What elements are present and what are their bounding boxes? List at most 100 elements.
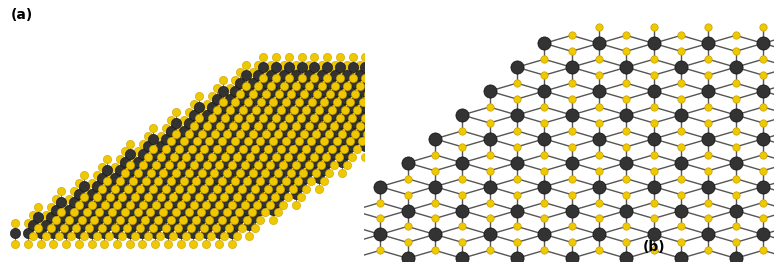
Point (91, 223, 103, 227)
Point (374, 200, 386, 205)
Point (221, 171, 233, 175)
Point (511, 97, 523, 101)
Point (356, 78, 368, 83)
Point (259, 189, 271, 193)
Point (303, 123, 315, 128)
Point (149, 203, 162, 207)
Point (262, 176, 274, 180)
Point (295, 195, 307, 199)
Point (429, 248, 441, 253)
Point (252, 84, 265, 88)
Point (675, 177, 687, 181)
Point (167, 184, 180, 188)
Point (104, 184, 116, 188)
Point (257, 134, 269, 138)
Point (157, 160, 170, 164)
Point (484, 184, 496, 189)
Point (226, 123, 238, 128)
Point (405, 102, 417, 106)
Point (213, 181, 225, 185)
Point (405, 63, 417, 67)
Point (593, 184, 605, 189)
Point (347, 54, 359, 59)
Point (361, 70, 374, 75)
Point (226, 181, 238, 185)
Point (274, 187, 286, 191)
Point (78, 195, 91, 199)
Point (310, 70, 323, 75)
Point (178, 139, 190, 144)
Point (122, 165, 134, 169)
Point (269, 195, 282, 199)
Point (241, 89, 254, 93)
Point (214, 141, 226, 146)
Point (57, 226, 70, 230)
Point (116, 223, 128, 227)
Point (456, 63, 468, 67)
Point (310, 81, 323, 85)
Point (410, 76, 423, 80)
Point (259, 81, 272, 85)
Point (397, 116, 409, 120)
Point (423, 76, 435, 80)
Point (91, 234, 103, 238)
Point (409, 105, 422, 109)
Point (269, 116, 282, 120)
Point (333, 134, 345, 138)
Point (175, 163, 187, 167)
Point (111, 203, 124, 207)
Point (236, 137, 248, 141)
Point (195, 149, 207, 154)
Point (111, 181, 124, 185)
Point (234, 132, 246, 136)
Point (152, 168, 164, 172)
Point (275, 126, 287, 130)
Point (177, 208, 190, 212)
Point (282, 155, 294, 159)
Point (205, 234, 217, 238)
Point (538, 137, 550, 141)
Point (101, 208, 113, 212)
Point (320, 155, 333, 159)
Point (430, 63, 443, 67)
Point (265, 84, 277, 88)
Point (172, 205, 184, 209)
Point (730, 256, 742, 260)
Point (341, 113, 353, 117)
Point (266, 157, 279, 161)
Point (190, 197, 202, 201)
Point (279, 139, 292, 144)
Point (175, 152, 187, 156)
Point (317, 157, 330, 161)
Point (252, 141, 264, 146)
Point (91, 184, 103, 188)
Point (702, 216, 714, 221)
Point (208, 210, 221, 215)
Point (187, 192, 200, 196)
Point (206, 144, 218, 149)
Point (86, 203, 98, 207)
Point (566, 177, 578, 181)
Point (405, 73, 417, 78)
Point (429, 200, 441, 205)
Point (116, 173, 128, 177)
Point (118, 210, 131, 215)
Point (336, 70, 348, 75)
Point (194, 105, 206, 109)
Point (165, 157, 177, 161)
Point (160, 126, 173, 130)
Point (675, 97, 687, 101)
Point (593, 41, 605, 45)
Point (397, 66, 409, 70)
Point (359, 116, 372, 120)
Point (173, 176, 185, 180)
Point (116, 212, 128, 217)
Point (165, 197, 177, 201)
Point (374, 216, 386, 221)
Point (341, 84, 354, 88)
Point (620, 49, 632, 53)
Point (226, 192, 238, 196)
Point (200, 220, 212, 225)
Point (290, 123, 303, 128)
Point (379, 84, 392, 88)
